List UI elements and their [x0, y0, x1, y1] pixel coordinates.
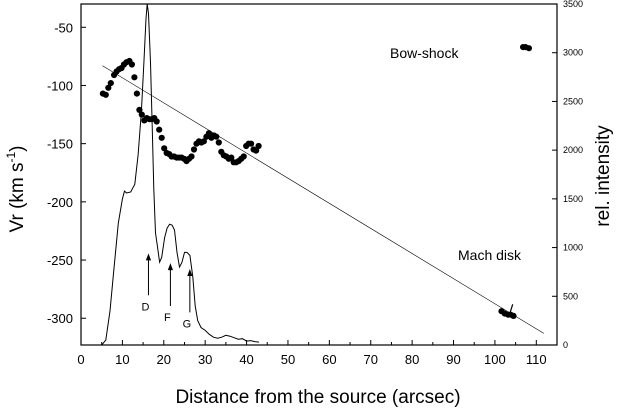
y2-tick-label: 3500 [563, 0, 583, 9]
x-tick-label: 20 [157, 352, 171, 367]
y2-tick-label: 2000 [563, 145, 583, 155]
x-tick-label: 60 [322, 352, 336, 367]
y-tick-label: -50 [54, 20, 73, 35]
velocity-point [190, 146, 198, 153]
intensity-profile-line [101, 3, 260, 346]
y-axis-label-main: Vr (km s [7, 162, 28, 232]
y-tick-label: -300 [47, 311, 73, 326]
x-tick-label: 40 [239, 352, 253, 367]
annotation-bow-shock: Bow-shock [390, 45, 459, 61]
y2-tick-label: 3000 [563, 48, 583, 58]
y2-tick-label: 1500 [563, 194, 583, 204]
velocity-point [102, 91, 109, 98]
velocity-point [131, 74, 138, 81]
x-tick-label: 0 [77, 352, 84, 367]
velocity-point [240, 153, 247, 160]
velocity-point [138, 111, 145, 118]
velocity-point [253, 147, 260, 154]
velocity-point [105, 84, 112, 91]
x-tick-label: 110 [526, 352, 547, 367]
plot-area [99, 3, 544, 346]
x-tick-label: 70 [364, 352, 378, 367]
x-axis-label: Distance from the source (arcsec) [175, 387, 460, 408]
velocity-point [188, 153, 195, 160]
x-tick-label: 100 [484, 352, 506, 367]
linear-fit-line [102, 65, 544, 334]
y-tick-label: -200 [47, 195, 73, 210]
y-tick-label: -150 [47, 137, 73, 152]
velocity-point [215, 139, 222, 146]
velocity-point [228, 154, 235, 161]
velocity-point [213, 133, 220, 140]
velocity-point [158, 134, 165, 141]
velocity-point [248, 140, 255, 147]
y2-tick-label: 500 [563, 291, 578, 301]
velocity-point [133, 90, 140, 97]
velocity-point [107, 80, 114, 87]
x-tick-label: 50 [281, 352, 295, 367]
velocity-point [156, 126, 163, 133]
velocity-point [255, 142, 262, 150]
velocity-point [128, 61, 135, 68]
arrow-label-f: F [164, 312, 171, 324]
velocity-point [153, 118, 160, 125]
axis-frame [80, 3, 558, 346]
x-tick-label: 10 [115, 352, 129, 367]
annotation-mach-disk: Mach disk [458, 247, 522, 263]
y2-axis-label: rel. intensity [593, 125, 614, 227]
y-axis-label-close: ) [7, 145, 28, 151]
x-tick-label: 80 [405, 352, 419, 367]
arrow-label-d: D [141, 301, 149, 313]
arrow-head-f [167, 263, 174, 271]
y-tick-label: -250 [47, 253, 73, 268]
y2-tick-label: 1000 [563, 243, 583, 253]
mach-disk-marker-line [509, 304, 514, 314]
velocity-point [200, 138, 207, 145]
axis-ticks [80, 3, 557, 346]
plot-frame [80, 3, 558, 346]
y2-tick-label: 2500 [563, 96, 583, 106]
arrow-head-d [145, 253, 152, 261]
velocity-point [525, 45, 533, 52]
velocity-point [161, 145, 168, 152]
arrow-label-g: G [183, 318, 192, 330]
y-axis-label: Vr (km s-1) [4, 145, 28, 232]
x-tick-label: 30 [198, 352, 212, 367]
velocity-point [205, 130, 212, 137]
x-tick-label: 90 [446, 352, 460, 367]
tick-labels: 0 10 20 30 40 50 60 70 80 90 100 110 -50 -100 -150 -200… [47, 0, 583, 367]
arrow-head-g [187, 269, 193, 277]
y-axis-label-superscript: -1 [4, 151, 18, 162]
y2-tick-label: 0 [563, 340, 568, 350]
y-tick-label: -100 [47, 78, 73, 93]
